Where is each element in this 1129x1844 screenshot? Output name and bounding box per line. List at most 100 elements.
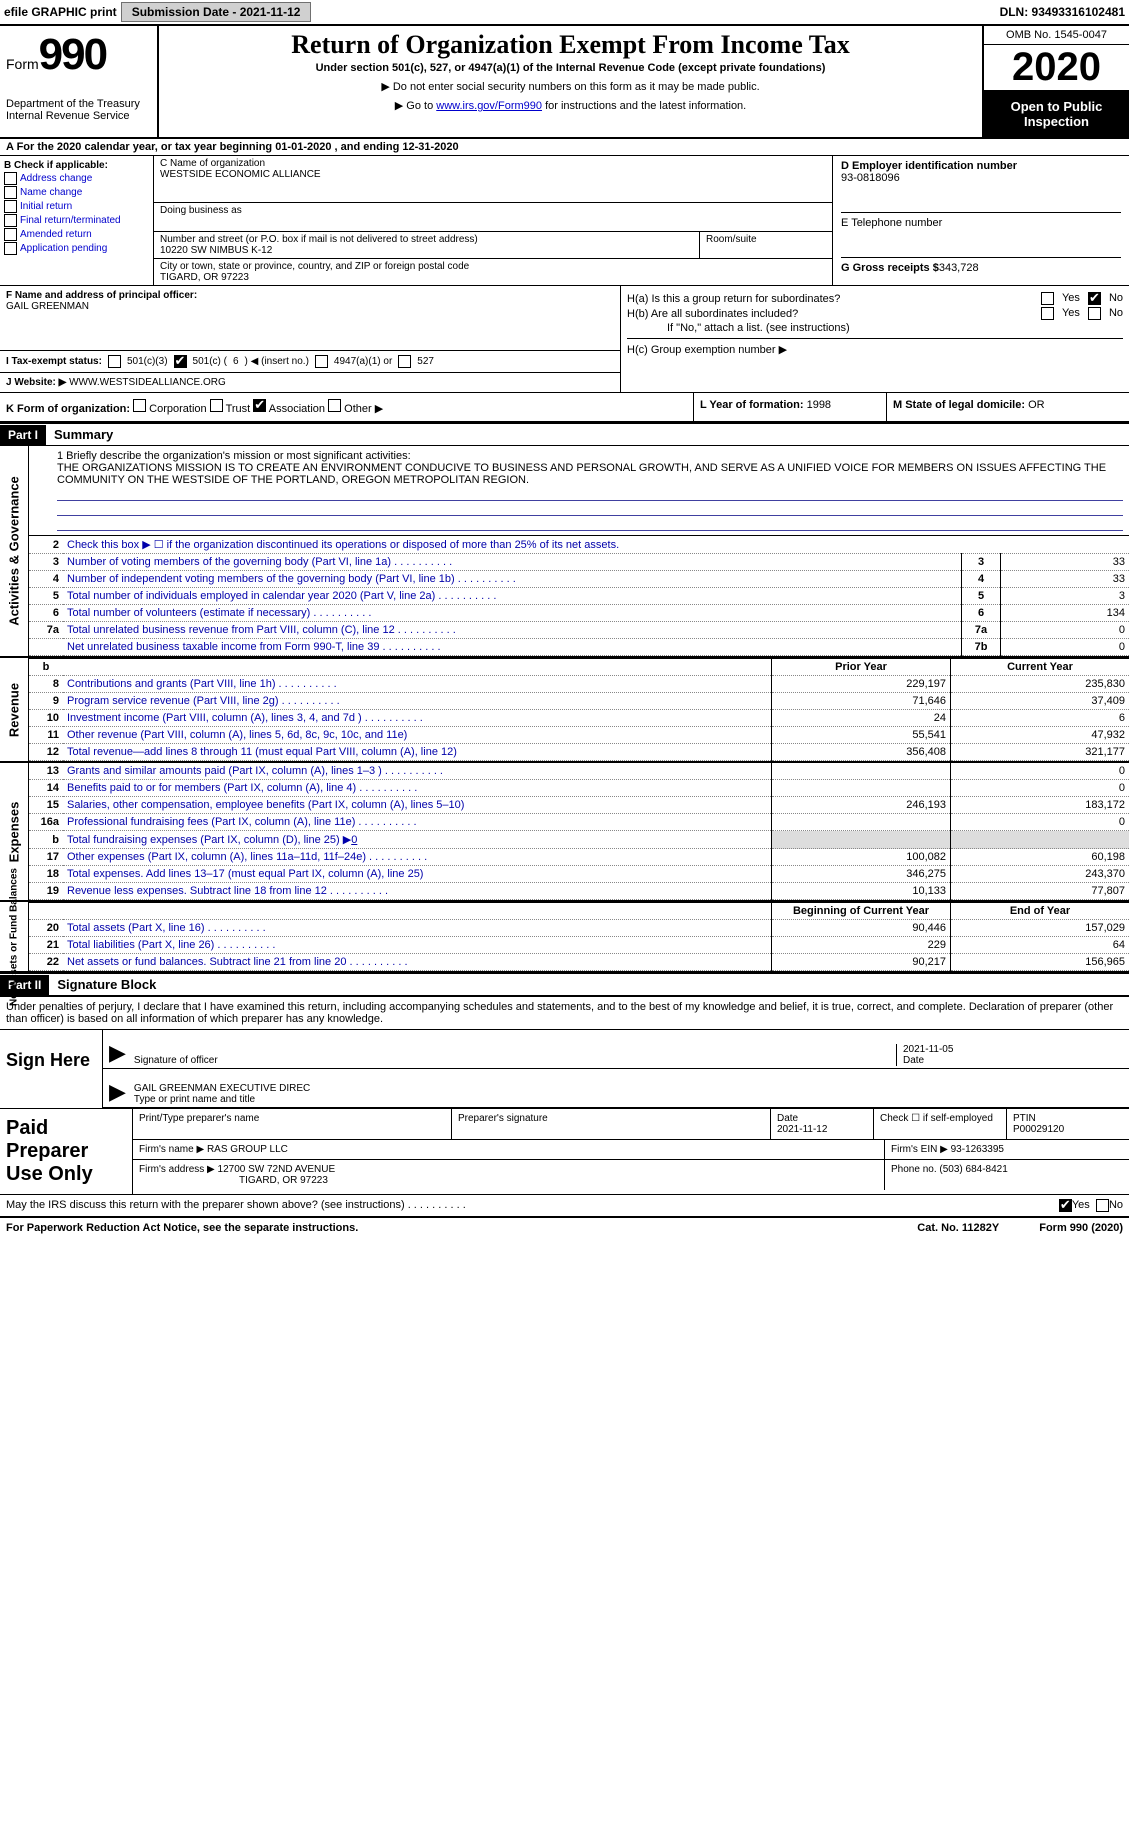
ha-yes-checkbox[interactable] — [1041, 292, 1054, 305]
corp-checkbox[interactable] — [133, 399, 146, 412]
application-pending-checkbox[interactable] — [4, 242, 17, 255]
efile-label[interactable]: efile GRAPHIC print — [4, 5, 117, 19]
street-label: Number and street (or P.O. box if mail i… — [160, 234, 693, 245]
expenses-section: Expenses 13Grants and similar amounts pa… — [0, 763, 1129, 902]
cat-number: Cat. No. 11282Y — [917, 1222, 999, 1234]
501c3-checkbox[interactable] — [108, 355, 121, 368]
row-a-tax-year: A For the 2020 calendar year, or tax yea… — [0, 139, 1129, 156]
website-value: WWW.WESTSIDEALLIANCE.ORG — [69, 377, 226, 388]
discuss-row: May the IRS discuss this return with the… — [0, 1195, 1129, 1218]
activities-governance-section: Activities & Governance 1 Briefly descri… — [0, 446, 1129, 658]
part-ii-header: Part II Signature Block — [0, 973, 1129, 996]
hb-no-checkbox[interactable] — [1088, 307, 1101, 320]
paid-preparer-label: Paid Preparer Use Only — [0, 1109, 133, 1194]
mission-text: THE ORGANIZATIONS MISSION IS TO CREATE A… — [57, 462, 1123, 486]
discuss-no-checkbox[interactable] — [1096, 1199, 1109, 1212]
hb-yes-checkbox[interactable] — [1041, 307, 1054, 320]
tax-year: 2020 — [984, 45, 1129, 91]
expenses-table: 13Grants and similar amounts paid (Part … — [29, 763, 1129, 900]
dept-treasury: Department of the Treasury — [6, 98, 151, 110]
omb-number: OMB No. 1545-0047 — [984, 26, 1129, 45]
row-l-year: L Year of formation: 1998 — [694, 393, 887, 421]
name-change-checkbox[interactable] — [4, 186, 17, 199]
form-title: Return of Organization Exempt From Incom… — [167, 30, 974, 60]
row-k-form-org: K Form of organization: Corporation Trus… — [0, 393, 694, 421]
irs-label: Internal Revenue Service — [6, 110, 151, 122]
col-b-checkboxes: B Check if applicable: Address change Na… — [0, 156, 154, 285]
phone-label: E Telephone number — [841, 212, 1121, 229]
address-change-checkbox[interactable] — [4, 172, 17, 185]
4947-checkbox[interactable] — [315, 355, 328, 368]
col-b-title: B Check if applicable: — [4, 160, 149, 171]
mission-block: 1 Briefly describe the organization's mi… — [29, 446, 1129, 536]
officer-name: GAIL GREENMAN — [6, 301, 614, 312]
header-left: Form990 Department of the Treasury Inter… — [0, 26, 159, 137]
form-word: Form — [6, 56, 39, 72]
revenue-table: bPrior YearCurrent Year 8Contributions a… — [29, 658, 1129, 761]
arrow-icon: ▶ — [109, 1040, 126, 1066]
ha-no-checkbox[interactable] — [1088, 292, 1101, 305]
initial-return-checkbox[interactable] — [4, 200, 17, 213]
org-name-label: C Name of organization — [160, 158, 826, 169]
revenue-section: Revenue bPrior YearCurrent Year 8Contrib… — [0, 658, 1129, 763]
side-expenses: Expenses — [7, 801, 22, 862]
arrow-icon: ▶ — [109, 1079, 126, 1105]
left-fij: F Name and address of principal officer:… — [0, 286, 621, 392]
side-revenue: Revenue — [7, 682, 22, 736]
col-c-org-info: C Name of organization WESTSIDE ECONOMIC… — [154, 156, 833, 285]
side-net-assets: Net Assets or Fund Balances — [9, 867, 20, 1005]
assoc-checkbox[interactable] — [253, 399, 266, 412]
header-right: OMB No. 1545-0047 2020 Open to Public In… — [982, 26, 1129, 137]
form-header: Form990 Department of the Treasury Inter… — [0, 24, 1129, 139]
gross-receipts: G Gross receipts $343,728 — [841, 257, 1121, 274]
top-bar: efile GRAPHIC print Submission Date - 20… — [0, 0, 1129, 24]
ein-label: D Employer identification number — [841, 160, 1121, 172]
open-public-badge: Open to Public Inspection — [984, 91, 1129, 137]
form-subtitle: Under section 501(c), 527, or 4947(a)(1)… — [167, 62, 974, 74]
governance-table: 2Check this box ▶ ☐ if the organization … — [29, 536, 1129, 656]
perjury-declaration: Under penalties of perjury, I declare th… — [0, 997, 1129, 1029]
sign-here-label: Sign Here — [0, 1030, 103, 1108]
ein-value: 93-0818096 — [841, 172, 1121, 184]
city-value: TIGARD, OR 97223 — [160, 272, 826, 283]
section-f-to-j: F Name and address of principal officer:… — [0, 286, 1129, 393]
form-ref: Form 990 (2020) — [1039, 1222, 1123, 1234]
officer-signature-field[interactable]: Signature of officer — [134, 1044, 896, 1066]
section-b-to-g: B Check if applicable: Address change Na… — [0, 156, 1129, 286]
goto-note: ▶ Go to www.irs.gov/Form990 for instruct… — [167, 99, 974, 112]
ssn-note: ▶ Do not enter social security numbers o… — [167, 80, 974, 93]
paid-preparer-section: Paid Preparer Use Only Print/Type prepar… — [0, 1108, 1129, 1195]
form-number: 990 — [39, 30, 106, 79]
row-m-state: M State of legal domicile: OR — [887, 393, 1129, 421]
discuss-yes-checkbox[interactable] — [1059, 1199, 1072, 1212]
footer: For Paperwork Reduction Act Notice, see … — [0, 1218, 1129, 1238]
org-name: WESTSIDE ECONOMIC ALLIANCE — [160, 169, 826, 180]
row-f-officer: F Name and address of principal officer:… — [0, 286, 620, 350]
pra-notice: For Paperwork Reduction Act Notice, see … — [6, 1222, 358, 1234]
amended-return-checkbox[interactable] — [4, 228, 17, 241]
other-checkbox[interactable] — [328, 399, 341, 412]
501c-checkbox[interactable] — [174, 355, 187, 368]
col-d-right: D Employer identification number 93-0818… — [833, 156, 1129, 285]
room-suite-label: Room/suite — [700, 232, 833, 259]
signature-section: Under penalties of perjury, I declare th… — [0, 996, 1129, 1195]
trust-checkbox[interactable] — [210, 399, 223, 412]
527-checkbox[interactable] — [398, 355, 411, 368]
net-assets-section: Net Assets or Fund Balances Beginning of… — [0, 902, 1129, 973]
col-h: H(a) Is this a group return for subordin… — [621, 286, 1129, 392]
submission-date-button[interactable]: Submission Date - 2021-11-12 — [121, 2, 312, 22]
side-activities-governance: Activities & Governance — [7, 476, 22, 626]
row-k-l-m: K Form of organization: Corporation Trus… — [0, 393, 1129, 423]
officer-name-field: GAIL GREENMAN EXECUTIVE DIRECType or pri… — [134, 1083, 1123, 1105]
part-i-header: Part I Summary — [0, 423, 1129, 446]
city-label: City or town, state or province, country… — [160, 261, 826, 272]
irs-link[interactable]: www.irs.gov/Form990 — [436, 100, 542, 112]
dln-label: DLN: 93493316102481 — [1000, 5, 1125, 19]
street-value: 10220 SW NIMBUS K-12 — [160, 245, 693, 256]
header-mid: Return of Organization Exempt From Incom… — [159, 26, 982, 137]
net-assets-table: Beginning of Current YearEnd of Year 20T… — [29, 902, 1129, 971]
row-j-website: J Website: ▶ WWW.WESTSIDEALLIANCE.ORG — [0, 372, 620, 392]
row-i-tax-status: I Tax-exempt status: 501(c)(3) 501(c) (6… — [0, 350, 620, 372]
final-return-checkbox[interactable] — [4, 214, 17, 227]
dba-label: Doing business as — [160, 205, 826, 216]
